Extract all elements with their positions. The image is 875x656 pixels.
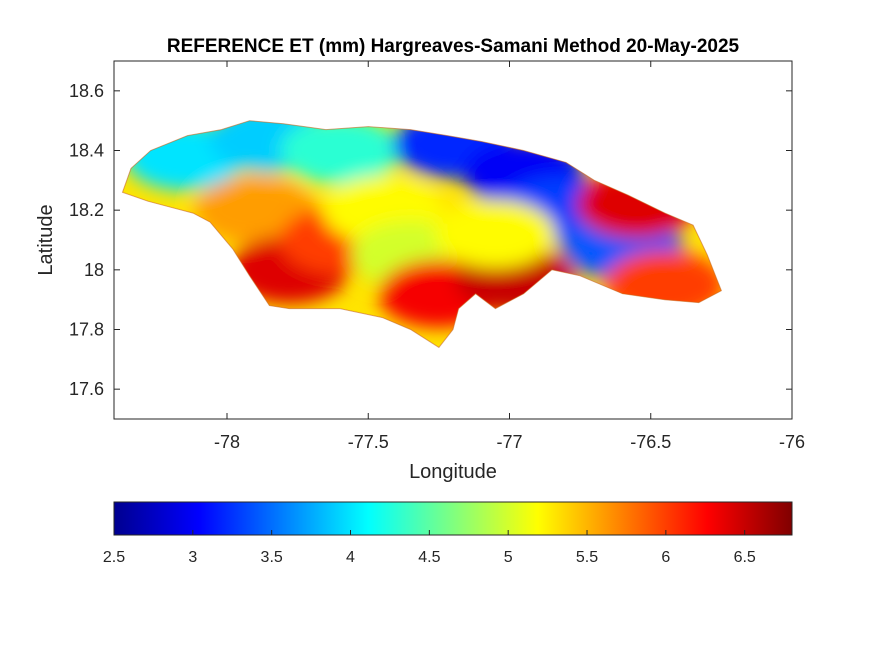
colorbar-tick-label: 4.5 (418, 549, 440, 566)
x-axis-label: Longitude (409, 461, 497, 483)
colorbar-tick-label: 5.5 (576, 549, 598, 566)
x-tick-label: -77 (496, 432, 522, 452)
island-outline (121, 120, 723, 349)
colorbar-tick-label: 2.5 (103, 549, 125, 566)
colorbar-ticks: 2.5 3 3.5 4 4.5 5 5.5 6 6.5 (103, 530, 756, 566)
colorbar-tick-label: 6.5 (734, 549, 756, 566)
x-tick-label: -76 (779, 432, 805, 452)
x-tick-label: -78 (214, 432, 240, 452)
x-tick-label: -77.5 (348, 432, 389, 452)
y-tick-label: 18.6 (69, 81, 104, 101)
y-tick-label: 18 (84, 260, 104, 280)
value-zone-16 (435, 200, 556, 269)
colorbar-tick-label: 3 (188, 549, 197, 566)
colorbar-tick-label: 3.5 (261, 549, 283, 566)
y-tick-label: 18.4 (69, 141, 104, 161)
colorbar-tick-label: 6 (661, 549, 670, 566)
y-tick-label: 17.8 (69, 320, 104, 340)
y-axis-label: Latitude (35, 204, 57, 275)
colorbar-tick-label: 5 (504, 549, 513, 566)
y-axis: 17.6 17.8 18 18.2 18.4 18.6 (69, 81, 792, 399)
x-axis: -78 -77.5 -77 -76.5 -76 (214, 61, 805, 452)
colorbar (113, 501, 793, 536)
x-tick-label: -76.5 (630, 432, 671, 452)
y-tick-label: 17.6 (69, 379, 104, 399)
chart-title: REFERENCE ET (mm) Hargreaves-Samani Meth… (167, 36, 740, 57)
et-field (122, 120, 722, 348)
y-tick-label: 18.2 (69, 200, 104, 220)
colorbar-tick-label: 4 (346, 549, 355, 566)
value-zone-2 (280, 120, 400, 185)
